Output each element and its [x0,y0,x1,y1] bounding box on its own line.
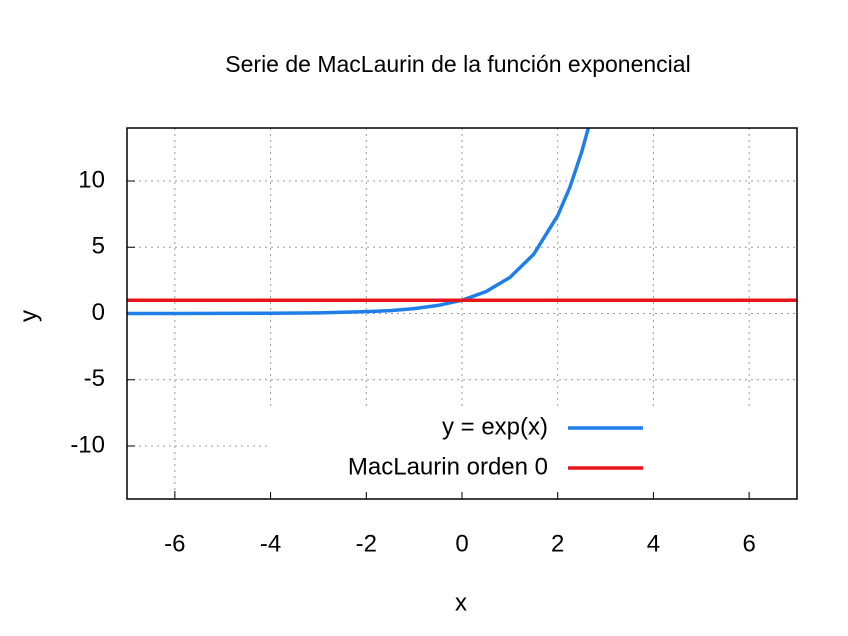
x-tick-label: -4 [260,530,281,557]
y-tick-label: 5 [92,233,105,260]
y-tick-label: 10 [78,166,105,193]
plot-area [127,128,797,316]
x-tick-label: 0 [455,530,468,557]
legend: y = exp(x) MacLaurin orden 0 [268,406,795,492]
y-tick-label: 0 [92,299,105,326]
y-tick-label: -10 [70,431,105,458]
legend-box [268,406,795,492]
plot-frame [126,127,798,500]
legend-label: y = exp(x) [442,413,548,440]
y-axis-label: y [15,310,42,322]
x-tick-label: 6 [742,530,755,557]
x-tick-label: -2 [356,530,377,557]
x-axis-label: x [455,589,467,616]
x-tick-label: 4 [647,530,660,557]
series-line [127,128,591,316]
y-tick-label: -5 [84,365,105,392]
x-tick-label: -6 [164,530,185,557]
legend-label: MacLaurin orden 0 [348,453,548,480]
x-tick-label: 2 [551,530,564,557]
chart-title: Serie de MacLaurin de la función exponen… [225,51,690,77]
